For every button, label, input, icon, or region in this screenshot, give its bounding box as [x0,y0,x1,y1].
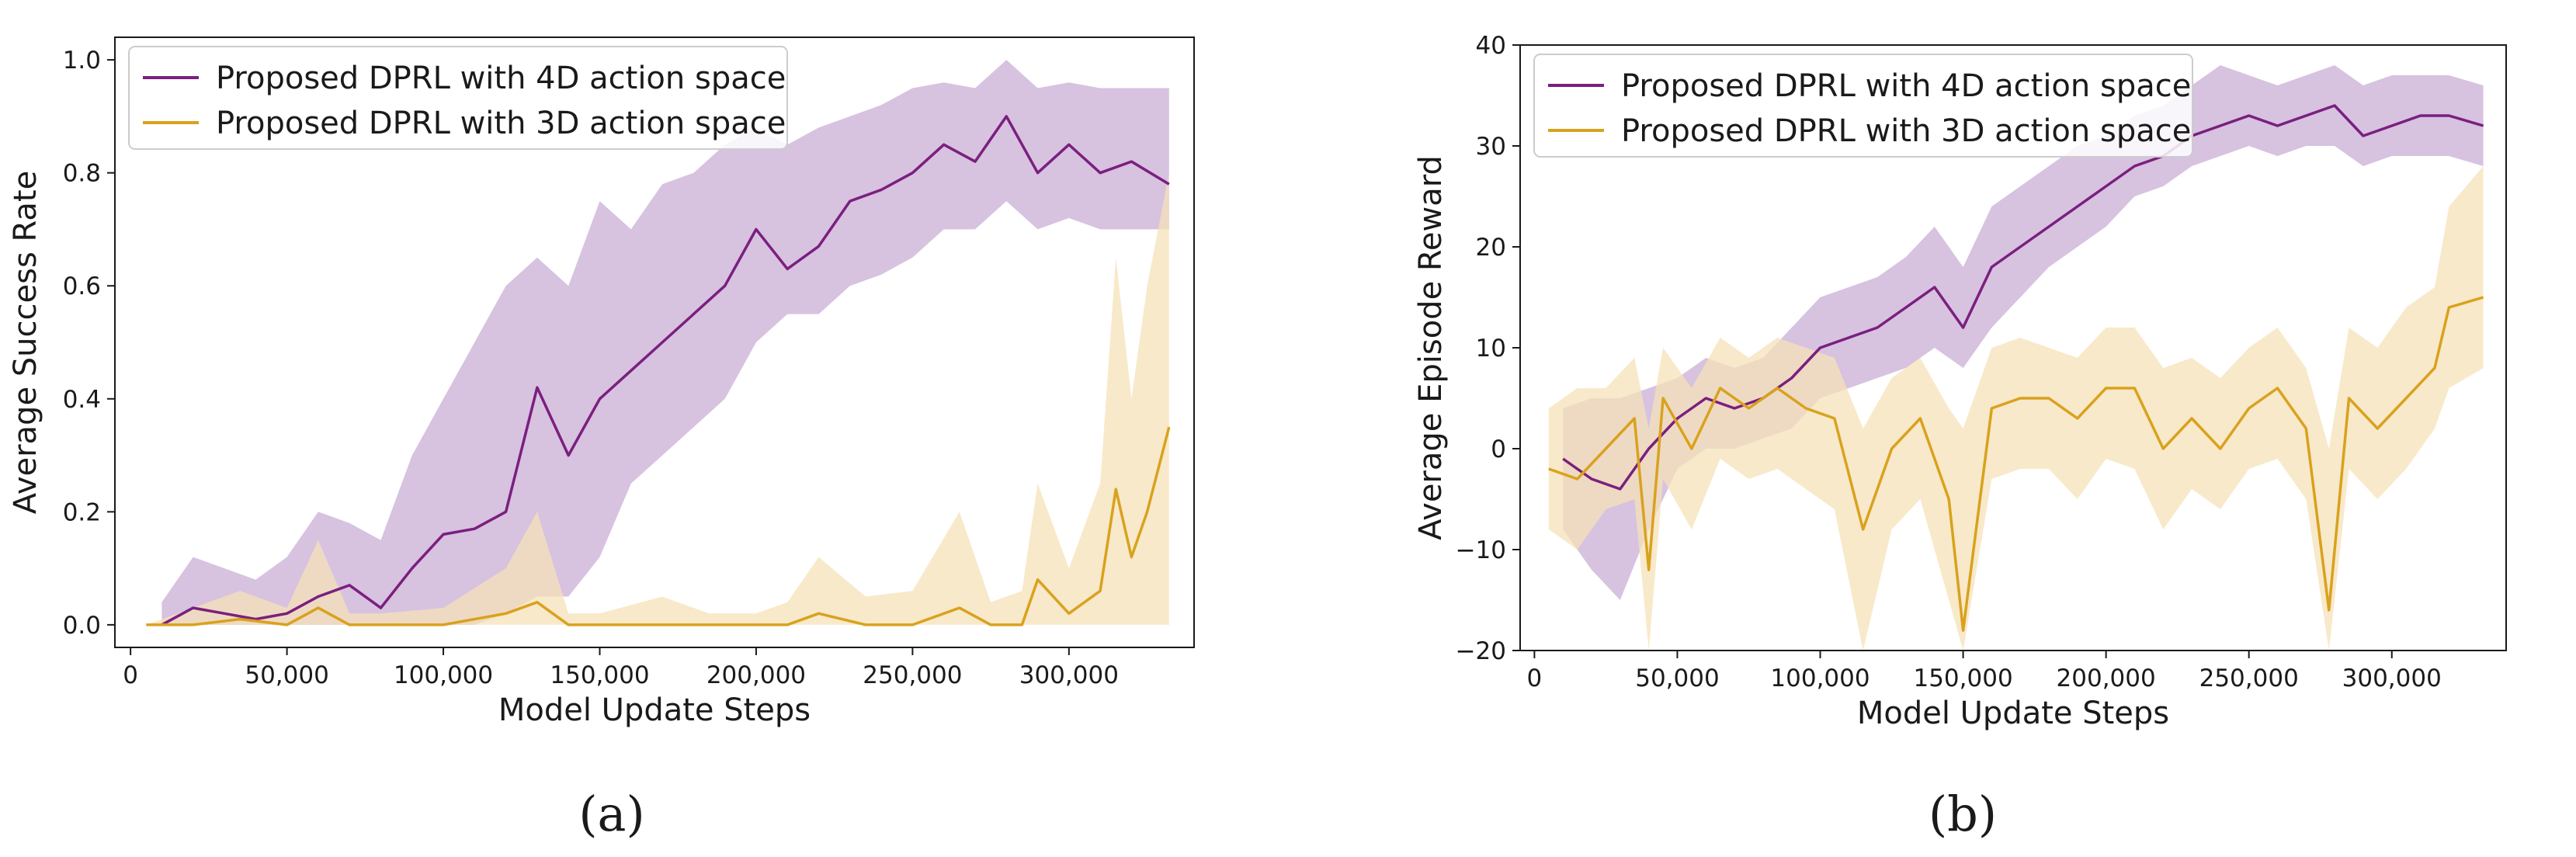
y-tick-label: 0.8 [63,160,101,188]
legend-label-4d: Proposed DPRL with 4D action space [216,61,786,96]
series-line-4d [161,115,1170,626]
x-axis-label: Model Update Steps [498,692,811,728]
x-axis-label: Model Update Steps [1857,696,2169,731]
y-tick-label: 0 [1491,435,1506,463]
x-tick-label: 150,000 [1913,664,2012,692]
x-tick-label: 50,000 [245,661,328,689]
y-tick-label: 40 [1476,32,1506,60]
y-tick-label: 0.0 [63,612,101,640]
y-axis-label: Average Success Rate [8,171,43,514]
x-tick-label: 300,000 [2342,664,2442,692]
y-tick-label: 1.0 [63,47,101,75]
x-tick-label: 150,000 [550,661,649,689]
y-tick-label: 20 [1476,234,1506,262]
x-tick-label: 300,000 [1019,661,1119,689]
series-band-3d [146,172,1169,625]
series-band-4d [1563,65,2484,600]
chart-panel-b: 0 50,000 100,000 150,000 200,000 250,000 300,0… [1413,32,2507,842]
x-tick-label: 250,000 [2199,664,2299,692]
legend-label-3d: Proposed DPRL with 3D action space [1621,113,2191,149]
panel-caption: (b) [1929,786,1997,842]
x-tick-label: 200,000 [2057,664,2156,692]
y-axis-label: Average Episode Reward [1413,155,1449,540]
y-tick-label: 30 [1476,133,1506,161]
axes-frame [114,36,1195,648]
x-tick-label: 0 [123,661,138,689]
series-line-3d [1548,296,2484,632]
y-tick-label: −20 [1456,637,1506,665]
y-tick-label: −10 [1456,536,1506,564]
series-line-4d [1562,104,2484,491]
legend-box [128,46,788,150]
series-band-4d [161,60,1169,625]
legend-label-3d: Proposed DPRL with 3D action space [216,106,786,141]
y-tick-label: 0.4 [63,386,101,414]
panel-caption: (a) [578,786,644,842]
legend-box [1533,54,2193,158]
series-line-3d [146,426,1171,626]
series-band-3d [1548,166,2484,651]
x-tick-label: 100,000 [1770,664,1870,692]
y-tick-label: 10 [1476,335,1506,363]
x-tick-label: 200,000 [706,661,806,689]
y-tick-label: 0.2 [63,498,101,526]
chart-panel-a: 0 50,000 100,000 150,000 200,000 250,000 300,0… [8,36,1195,842]
x-tick-label: 100,000 [394,661,493,689]
x-tick-label: 50,000 [1635,664,1719,692]
legend-label-4d: Proposed DPRL with 4D action space [1621,68,2191,104]
x-tick-label: 0 [1527,664,1543,692]
x-tick-label: 250,000 [863,661,962,689]
y-tick-label: 0.6 [63,272,101,300]
